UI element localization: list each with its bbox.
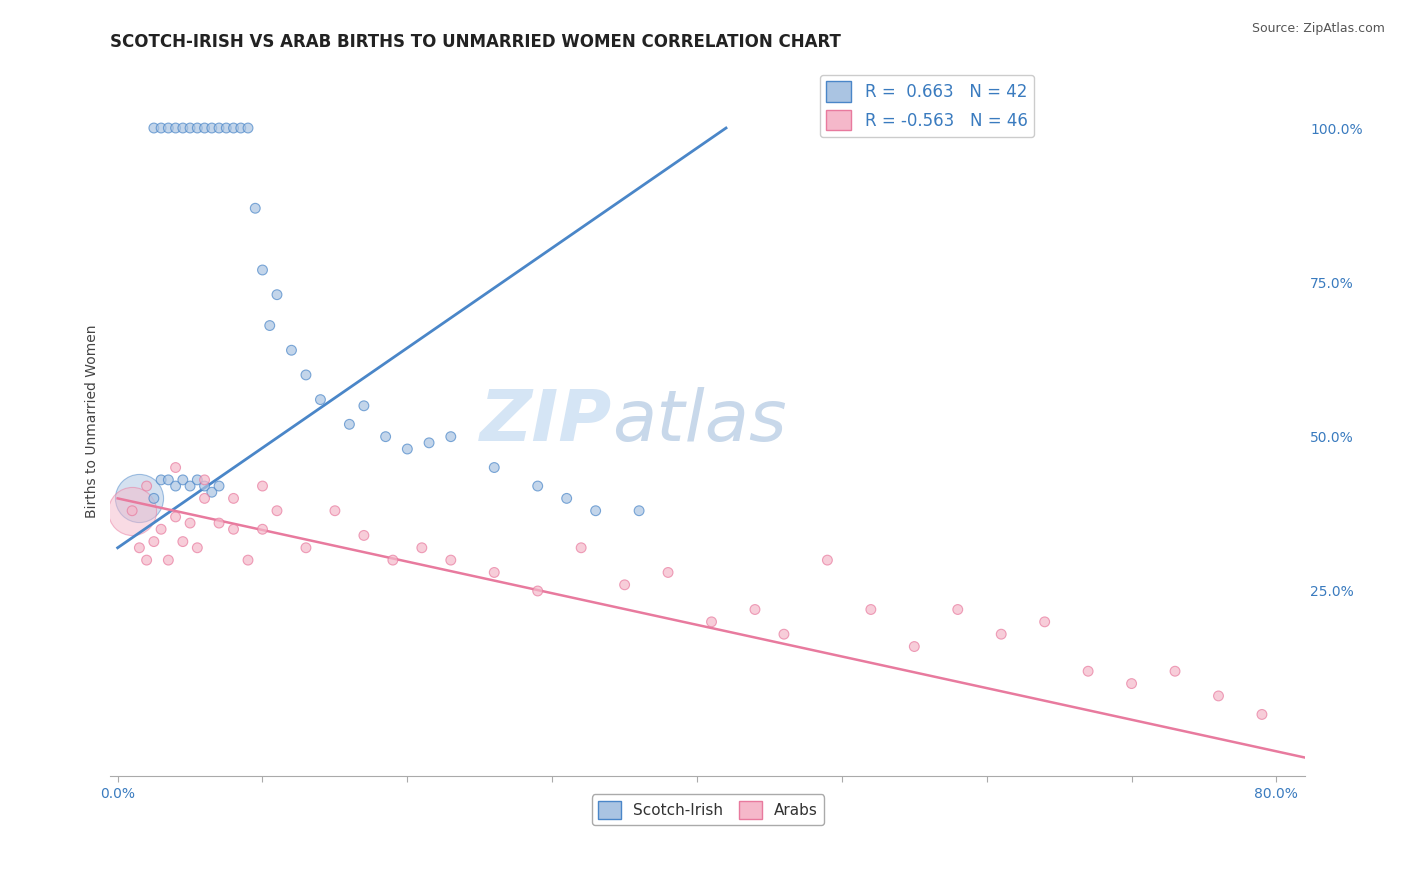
Point [252, 479, 274, 493]
Point [201, 485, 224, 500]
Point [295, 541, 318, 555]
Point [142, 121, 165, 136]
Point [1077, 665, 1099, 679]
Point [773, 627, 796, 641]
Point [186, 473, 208, 487]
Point [323, 504, 346, 518]
Point [186, 541, 208, 555]
Point [266, 287, 288, 301]
Point [1033, 615, 1056, 629]
Point [440, 430, 463, 444]
Point [165, 509, 187, 524]
Point [526, 479, 548, 493]
Point [229, 121, 252, 136]
Point [440, 553, 463, 567]
Point [859, 602, 882, 616]
Point [172, 534, 194, 549]
Point [121, 504, 143, 518]
Point [744, 602, 766, 616]
Point [585, 504, 607, 518]
Point [208, 479, 231, 493]
Y-axis label: Births to Unmarried Women: Births to Unmarried Women [86, 325, 100, 518]
Point [815, 553, 838, 567]
Point [193, 121, 215, 136]
Point [295, 368, 318, 382]
Point [222, 522, 245, 536]
Text: SCOTCH-IRISH VS ARAB BIRTHS TO UNMARRIED WOMEN CORRELATION CHART: SCOTCH-IRISH VS ARAB BIRTHS TO UNMARRIED… [111, 33, 841, 51]
Point [222, 491, 245, 506]
Point [128, 541, 150, 555]
Point [236, 121, 259, 136]
Point [353, 528, 375, 542]
Text: Source: ZipAtlas.com: Source: ZipAtlas.com [1251, 22, 1385, 36]
Legend: Scotch-Irish, Arabs: Scotch-Irish, Arabs [592, 795, 824, 825]
Point [1208, 689, 1230, 703]
Point [484, 566, 506, 580]
Point [339, 417, 361, 432]
Point [396, 442, 419, 456]
Point [1164, 665, 1187, 679]
Point [1251, 707, 1274, 722]
Point [215, 121, 238, 136]
Point [121, 504, 143, 518]
Point [165, 479, 187, 493]
Point [208, 516, 231, 530]
Point [526, 584, 548, 599]
Point [193, 479, 215, 493]
Point [381, 553, 404, 567]
Point [1121, 676, 1143, 690]
Point [208, 121, 231, 136]
Point [157, 121, 180, 136]
Point [150, 121, 173, 136]
Point [201, 121, 224, 136]
Point [309, 392, 332, 407]
Point [222, 121, 245, 136]
Point [418, 435, 440, 450]
Point [245, 201, 267, 215]
Point [236, 553, 259, 567]
Point [193, 473, 215, 487]
Point [657, 566, 679, 580]
Point [193, 491, 215, 506]
Text: ZIP: ZIP [479, 387, 612, 456]
Point [374, 430, 396, 444]
Point [142, 534, 165, 549]
Point [179, 516, 201, 530]
Point [165, 460, 187, 475]
Point [484, 460, 506, 475]
Point [165, 121, 187, 136]
Text: atlas: atlas [612, 387, 787, 456]
Point [150, 522, 173, 536]
Point [555, 491, 578, 506]
Point [179, 121, 201, 136]
Point [280, 343, 302, 358]
Point [142, 491, 165, 506]
Point [628, 504, 651, 518]
Point [157, 553, 180, 567]
Point [411, 541, 433, 555]
Point [252, 263, 274, 277]
Point [990, 627, 1012, 641]
Point [903, 640, 925, 654]
Point [172, 473, 194, 487]
Point [259, 318, 281, 333]
Point [700, 615, 723, 629]
Point [266, 504, 288, 518]
Point [157, 473, 180, 487]
Point [252, 522, 274, 536]
Point [135, 553, 157, 567]
Point [613, 578, 636, 592]
Point [179, 479, 201, 493]
Point [353, 399, 375, 413]
Point [569, 541, 592, 555]
Point [186, 121, 208, 136]
Point [135, 479, 157, 493]
Point [946, 602, 969, 616]
Point [128, 491, 150, 506]
Point [150, 473, 173, 487]
Point [172, 121, 194, 136]
